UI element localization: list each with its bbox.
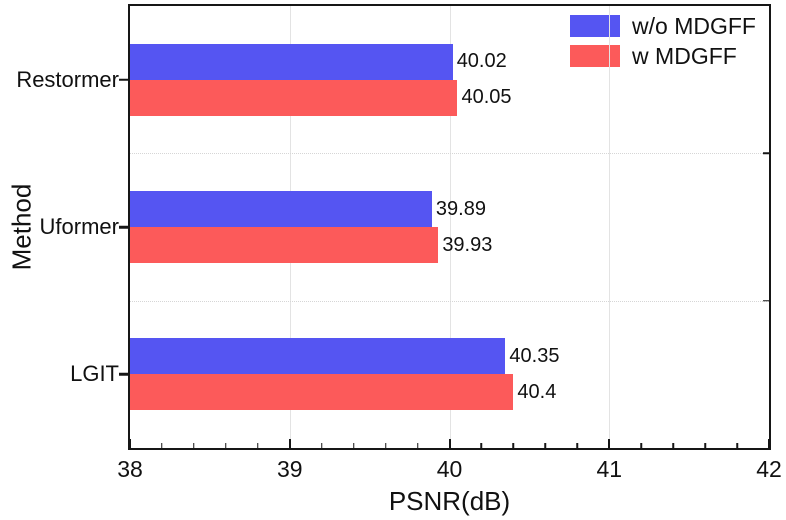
legend-swatch (570, 15, 621, 37)
bar-lgit-without-mdgff (130, 338, 506, 375)
bar-value-label: 40.02 (456, 50, 507, 73)
legend-label: w/o MDGFF (632, 13, 756, 39)
x-axis-minor-tick (257, 443, 259, 448)
x-axis-title: PSNR(dB) (388, 486, 511, 516)
bar-value-label: 40.35 (509, 344, 560, 367)
gridline-horizontal-dotted (130, 300, 769, 302)
y-axis-right-tick (763, 152, 769, 155)
x-axis-major-tick (129, 439, 131, 448)
x-axis-minor-tick (480, 443, 483, 448)
y-tick-label-restormer: Restormer (16, 66, 119, 92)
x-axis-minor-tick (320, 443, 323, 448)
gridline-vertical (609, 6, 611, 448)
bar-value-label: 39.93 (442, 233, 493, 256)
gridline-vertical (449, 6, 451, 448)
bar-restormer-without-mdgff (130, 43, 453, 80)
y-axis-title: Method (6, 183, 37, 271)
legend: w/o MDGFF w MDGFF (570, 14, 756, 68)
x-axis-minor-tick (512, 443, 515, 448)
x-axis-minor-tick (384, 443, 387, 448)
legend-item: w MDGFF (570, 44, 756, 68)
gridline-horizontal-dotted (130, 153, 769, 155)
x-tick-label-40: 40 (436, 456, 463, 482)
bar-uformer-without-mdgff (130, 191, 432, 227)
x-axis-major-tick (448, 439, 451, 448)
x-axis-minor-tick (576, 443, 579, 448)
x-axis-minor-tick (704, 443, 706, 448)
legend-label: w MDGFF (632, 43, 737, 69)
y-tick-label-uformer: Uformer (39, 214, 119, 239)
plot-area: w/o MDGFF w MDGFF 40.02 39.89 40.35 40.05 39.… (16, 6, 782, 482)
x-axis-minor-tick (544, 443, 547, 448)
x-axis-minor-tick (416, 443, 419, 448)
x-axis-minor-tick (352, 443, 355, 448)
x-axis-minor-tick (193, 443, 195, 448)
y-axis-right-tick (763, 299, 769, 302)
x-axis-minor-tick (225, 443, 227, 448)
x-axis-minor-tick (640, 443, 642, 448)
bar-value-label: 40.4 (517, 380, 557, 403)
y-axis-tick (119, 373, 128, 376)
x-tick-label-38: 38 (117, 456, 143, 482)
bar-restormer-with-mdgff (130, 79, 458, 116)
x-tick-label-39: 39 (276, 456, 303, 482)
bar-uformer-with-mdgff (130, 227, 439, 263)
y-axis-tick (119, 225, 128, 229)
x-axis-major-tick (608, 439, 611, 448)
x-axis-minor-tick (161, 443, 163, 448)
bar-value-label: 40.05 (461, 86, 512, 109)
legend-swatch (570, 45, 621, 67)
y-axis-tick (119, 78, 128, 81)
y-tick-label-lgit: LGIT (70, 361, 119, 387)
plot-frame: w/o MDGFF w MDGFF 40.02 39.89 40.35 40.05 39.… (16, 4, 782, 482)
x-tick-label-42: 42 (756, 456, 782, 482)
x-tick-label-41: 41 (596, 456, 623, 482)
bar-value-label: 39.89 (435, 197, 486, 220)
bar-lgit-with-mdgff (130, 374, 514, 411)
x-axis-major-tick (768, 439, 770, 448)
x-axis-minor-tick (736, 443, 738, 448)
x-axis-minor-tick (672, 443, 674, 448)
x-axis-major-tick (288, 439, 291, 448)
legend-item: w/o MDGFF (570, 14, 756, 38)
